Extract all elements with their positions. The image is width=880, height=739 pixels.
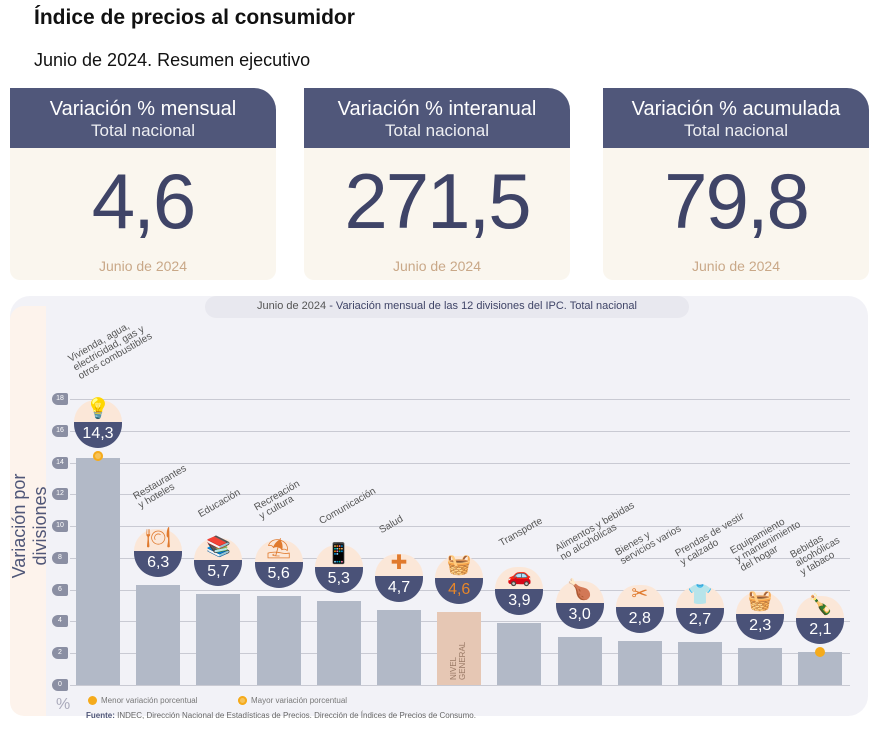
card-monthly: Variación % mensual Total nacional 4,6 Jun… (10, 88, 276, 280)
appliance-icon: 🧺 (747, 590, 773, 613)
card-title: Variación % interanual (337, 98, 537, 120)
card-subtitle: Total nacional (91, 121, 195, 140)
source-label: Fuente: (86, 711, 115, 720)
y-axis-title: Variación por divisiones (9, 473, 50, 579)
min-marker (815, 646, 826, 657)
card-subtitle: Total nacional (684, 121, 788, 140)
card-yearly: Variación % interanual Total nacional 271… (304, 88, 570, 280)
max-dot-icon (238, 696, 247, 706)
bowl-backdrop (314, 544, 363, 567)
basket-icon: 🧺 (446, 553, 472, 576)
bar (497, 623, 542, 685)
y-tick-label: 14 (52, 456, 68, 469)
gridline (70, 462, 850, 464)
bar (196, 594, 241, 685)
card-value: 4,6 (91, 157, 196, 245)
y-unit: % (56, 696, 71, 713)
bar (136, 584, 181, 685)
gridline (70, 430, 850, 432)
bowl-backdrop (736, 592, 785, 615)
tshirt-icon: 👕 (687, 584, 713, 607)
legend-max-label: Mayor variación porcentual (251, 696, 348, 705)
bowl-backdrop (615, 584, 664, 607)
card-value: 79,8 (664, 157, 810, 245)
source-text: INDEC, Dirección Nacional de Estadística… (117, 711, 476, 720)
bar (316, 600, 361, 685)
phone-icon: 📱 (326, 542, 352, 565)
bar (76, 457, 120, 685)
lightbulb-key-icon: 💡 (85, 397, 111, 420)
bar (617, 640, 662, 685)
card-value: 271,5 (344, 157, 531, 245)
sube-car-icon: 🚗 (506, 565, 532, 588)
card-accumulated: Variación % acumulada Total nacional 79,8… (603, 88, 869, 280)
y-tick-label: 2 (52, 647, 68, 660)
restaurant-icon: 🍽 (145, 526, 171, 549)
page-title: Índice de precios al consumidor (34, 6, 355, 29)
y-tick-label: 12 (52, 488, 68, 501)
legend-min: Menor variación porcentual (88, 696, 198, 706)
y-tick-label: 16 (52, 424, 68, 437)
y-tick-label: 18 (52, 393, 68, 405)
card-title: Variación % mensual (49, 98, 237, 120)
health-icon: ✚ (390, 552, 408, 575)
y-tick-label: 6 (52, 583, 68, 596)
bar (738, 648, 783, 685)
min-dot-icon (88, 696, 97, 706)
general-level-label: NIVEL GENERAL (449, 641, 468, 680)
card-date: Junio de 2024 (99, 258, 187, 274)
gridline (70, 685, 850, 686)
legend-max: Mayor variación porcentual (238, 696, 348, 706)
max-marker (93, 450, 103, 461)
gridline (70, 399, 850, 400)
y-tick-label: 4 (52, 615, 68, 628)
comb-scissors-icon: ✂ (631, 582, 649, 605)
bar-general (437, 611, 482, 685)
bar (377, 610, 421, 685)
page-subtitle: Junio de 2024. Resumen ejecutivo (34, 50, 311, 70)
bowl-backdrop (435, 555, 484, 578)
bowl-backdrop (375, 554, 423, 577)
books-icon: 📚 (205, 536, 231, 559)
gridline (70, 494, 850, 496)
bowl-backdrop (74, 399, 122, 422)
bowl-backdrop (555, 581, 604, 604)
legend-min-label: Menor variación porcentual (101, 696, 198, 705)
bar (256, 596, 301, 685)
bar (557, 637, 602, 685)
chart-title-text: - Variación mensual de las 12 divisiones… (329, 300, 637, 312)
bowl-backdrop (134, 528, 183, 551)
bowl-backdrop (796, 595, 845, 618)
gridline (70, 526, 850, 528)
card-date: Junio de 2024 (393, 258, 481, 274)
card-date: Junio de 2024 (692, 258, 780, 274)
card-title: Variación % acumulada (631, 98, 841, 120)
chart-side-strip (10, 306, 46, 716)
source-note: Fuente: INDEC, Dirección Nacional de Est… (86, 711, 476, 720)
umbrella-icon: ⛱ (265, 538, 292, 561)
chart-title-date: Junio de 2024 (257, 300, 327, 312)
chart-title: Junio de 2024 - Variación mensual de las… (205, 296, 689, 318)
bar (678, 642, 722, 685)
food-icon: 🍗 (567, 579, 593, 602)
bottle-icon: 🍾 (807, 593, 833, 616)
y-tick-label: 0 (52, 679, 68, 691)
bowl-backdrop (254, 540, 303, 563)
bowl-backdrop (676, 586, 724, 609)
y-tick-label: 8 (52, 551, 68, 564)
bowl-backdrop (495, 567, 544, 590)
bowl-backdrop (194, 538, 243, 561)
bar (798, 651, 843, 685)
y-tick-label: 10 (52, 520, 68, 533)
card-subtitle: Total nacional (385, 121, 489, 140)
